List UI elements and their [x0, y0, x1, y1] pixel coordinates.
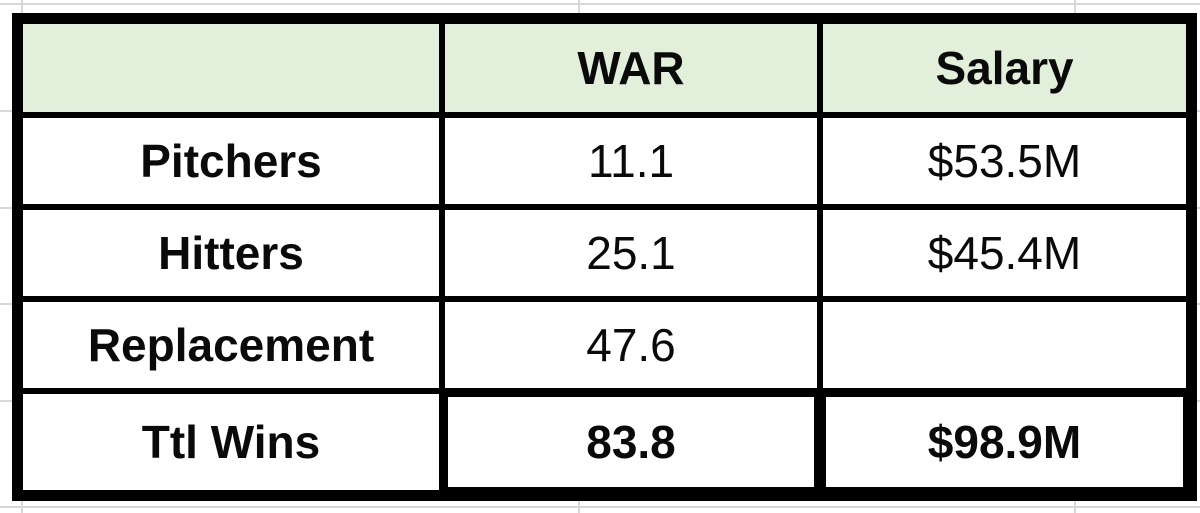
war-salary-table: WAR Salary Pitchers 11.1 $53.5M Hitters …	[12, 13, 1197, 501]
sheet-gridline-horizontal	[0, 506, 1200, 508]
header-cell-war[interactable]: WAR	[445, 24, 817, 112]
cell-hitters-label[interactable]: Hitters	[23, 210, 439, 296]
cell-replacement-war[interactable]: 47.6	[445, 302, 817, 388]
cell-ttl-wins-war[interactable]: 83.8	[445, 394, 817, 490]
cell-hitters-war[interactable]: 25.1	[445, 210, 817, 296]
cell-pitchers-label[interactable]: Pitchers	[23, 118, 439, 204]
cell-replacement-label[interactable]: Replacement	[23, 302, 439, 388]
cell-pitchers-salary[interactable]: $53.5M	[823, 118, 1186, 204]
cell-replacement-salary[interactable]	[823, 302, 1186, 388]
cell-pitchers-war[interactable]: 11.1	[445, 118, 817, 204]
cell-ttl-wins-label[interactable]: Ttl Wins	[23, 394, 439, 490]
cell-ttl-wins-salary[interactable]: $98.9M	[823, 394, 1186, 490]
header-cell-salary[interactable]: Salary	[823, 24, 1186, 112]
cell-hitters-salary[interactable]: $45.4M	[823, 210, 1186, 296]
sheet-gridline-horizontal	[0, 3, 1200, 5]
header-cell-blank[interactable]	[23, 24, 439, 112]
